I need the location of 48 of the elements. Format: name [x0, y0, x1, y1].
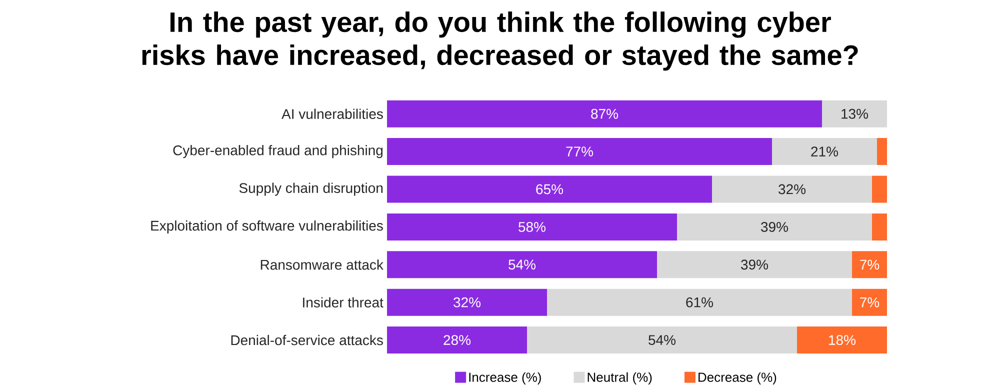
data-label: 28% — [444, 335, 471, 345]
bar — [677, 213, 872, 240]
bar — [387, 288, 548, 316]
y-tick-label: Ransomware attack — [260, 259, 384, 270]
bar — [657, 251, 852, 278]
bar — [872, 176, 887, 203]
data-label: 39% — [761, 222, 788, 232]
data-label: 54% — [508, 260, 536, 270]
bar — [387, 213, 677, 240]
data-label: 77% — [566, 146, 594, 156]
bar — [852, 288, 887, 316]
bar — [872, 213, 887, 240]
data-label: 18% — [829, 335, 856, 345]
bar — [387, 100, 822, 128]
bar — [797, 326, 887, 354]
chart-title: In the past year, do you think the following cyber risks have increased, decreased or stayed the same? — [142, 12, 858, 71]
y-tick-label: Denial-of-service attacks — [231, 334, 383, 346]
data-label: 39% — [741, 260, 768, 270]
data-label: 21% — [811, 146, 838, 156]
data-label: 7% — [860, 260, 880, 270]
bar — [547, 288, 852, 316]
bar — [387, 251, 657, 278]
bar — [852, 251, 887, 278]
y-tick-label: Cyber-enabled fraud and phishing — [173, 145, 383, 158]
data-label: 54% — [648, 335, 676, 345]
data-label: 13% — [842, 108, 868, 119]
legend-label: Decrease (%) — [698, 372, 776, 384]
data-label: 7% — [860, 297, 880, 308]
bar — [876, 138, 887, 166]
data-label: 32% — [778, 184, 806, 194]
bar — [527, 326, 797, 354]
legend-label: Increase (%) — [469, 372, 541, 384]
y-tick-label: Exploitation of software vulnerabilities — [151, 220, 383, 234]
legend-label: Neutral (%) — [588, 372, 652, 384]
bar — [822, 100, 887, 128]
bar — [387, 138, 772, 166]
bar — [387, 176, 712, 203]
y-tick-label: Supply chain disruption — [239, 182, 383, 196]
data-label: 65% — [536, 184, 564, 194]
bar — [387, 326, 528, 354]
data-label: 87% — [591, 108, 618, 119]
data-label: 58% — [518, 222, 546, 232]
y-tick-label: Insider threat — [303, 297, 384, 308]
bar — [772, 138, 877, 166]
bar — [712, 176, 872, 203]
data-label: 61% — [686, 297, 714, 308]
y-tick-label: AI vulnerabilities — [282, 108, 383, 119]
data-label: 32% — [454, 297, 481, 308]
